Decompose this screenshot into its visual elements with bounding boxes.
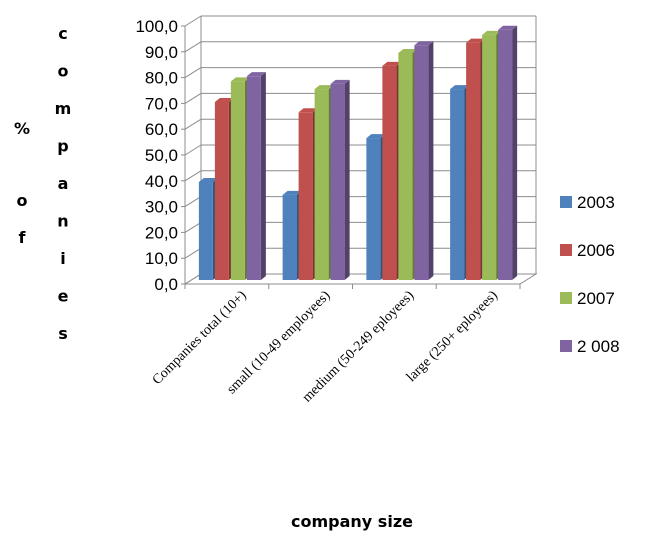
bar-top <box>330 79 350 84</box>
bar <box>498 25 518 280</box>
bar-top <box>450 85 470 90</box>
bar-front <box>366 138 381 280</box>
y-tick-label: 90,0 <box>145 43 178 62</box>
y-tick-labels: 0,0 10,0 20,0 30,0 40,0 50,0 60,0 70,0 80,0 90,0 1… <box>135 17 178 294</box>
bar-top <box>314 85 334 90</box>
y-tick-label: 30,0 <box>145 198 178 217</box>
legend: 2003 2006 2007 2 008 <box>560 193 620 356</box>
y-tick-label: 50,0 <box>145 146 178 165</box>
gridline-side <box>184 170 202 182</box>
y-axis-title-char: % <box>14 119 30 138</box>
y-tick-label: 80,0 <box>145 69 178 88</box>
gridline-side <box>184 15 202 27</box>
bar-top <box>214 97 234 102</box>
bar-top <box>398 48 418 53</box>
category-label: large (250+ eployees) <box>404 288 501 385</box>
y-tick-label: 60,0 <box>145 120 178 139</box>
bar-side <box>260 72 266 281</box>
category-labels: Companies total (10+)small (10-49 employ… <box>150 288 501 406</box>
legend-label: 2006 <box>577 241 615 260</box>
y-axis-title-char: e <box>58 287 69 306</box>
bar-front <box>198 181 213 280</box>
bar-top <box>498 25 518 30</box>
bar-front <box>330 83 345 280</box>
gridline-side <box>184 144 202 156</box>
bar-side <box>428 41 434 280</box>
bar-side <box>344 79 350 280</box>
bar-front <box>382 65 397 280</box>
y-axis-title-char: n <box>57 212 68 231</box>
bar-top <box>466 38 486 43</box>
y-axis-title-char: s <box>58 324 68 343</box>
axes <box>181 16 538 289</box>
legend-swatch <box>560 196 572 208</box>
y-axis-title-char: p <box>57 137 68 156</box>
y-tick-label: 70,0 <box>145 94 178 113</box>
legend-swatch <box>560 340 572 352</box>
y-tick-label: 10,0 <box>145 249 178 268</box>
bar-front <box>246 76 261 281</box>
bar-front <box>298 112 313 280</box>
gridline-side <box>184 118 202 130</box>
y-tick-label: 100,0 <box>135 17 178 36</box>
bar-top <box>282 190 302 195</box>
y-tick-label: 0,0 <box>154 275 178 294</box>
gridline-side <box>184 67 202 79</box>
bar-top <box>246 72 266 77</box>
bar-front <box>482 34 497 281</box>
bar-front <box>282 194 297 280</box>
bar-top <box>230 77 250 82</box>
bar-front <box>450 89 465 280</box>
bar-front <box>414 45 429 280</box>
gridline-side <box>184 221 202 233</box>
bar-front <box>498 29 513 280</box>
bar-front <box>214 101 229 280</box>
y-axis-title-char: m <box>55 99 72 118</box>
category-label: Companies total (10+) <box>150 288 250 388</box>
bar-top <box>382 61 402 66</box>
bar-front <box>314 89 329 280</box>
legend-label: 2 008 <box>577 337 620 356</box>
bar-top <box>482 30 502 35</box>
legend-swatch <box>560 244 572 256</box>
legend-swatch <box>560 292 572 304</box>
bars <box>198 25 518 281</box>
bar-top <box>366 134 386 139</box>
bar-top <box>414 41 434 46</box>
bar-front <box>230 81 245 280</box>
x-axis-title: company size <box>291 512 413 531</box>
gridline-side <box>184 196 202 208</box>
floor <box>183 273 538 285</box>
bar-front <box>398 52 413 281</box>
bar <box>246 72 266 281</box>
legend-label: 2003 <box>577 193 615 212</box>
gridline-side <box>184 41 202 53</box>
y-axis-title-char: c <box>58 24 67 43</box>
y-axis-title-char: o <box>58 62 69 81</box>
bar-side <box>512 25 518 280</box>
bar-front <box>466 42 481 280</box>
bar <box>414 41 434 280</box>
y-axis-title-char: f <box>19 228 27 247</box>
y-axis-title-char: o <box>17 191 28 210</box>
gridline-side <box>184 247 202 259</box>
y-axis-title-char: a <box>58 174 69 193</box>
y-tick-label: 40,0 <box>145 172 178 191</box>
bar-top <box>298 108 318 113</box>
bar <box>330 79 350 280</box>
y-axis-title-char: i <box>60 249 65 268</box>
bar-top <box>198 177 218 182</box>
y-tick-label: 20,0 <box>145 223 178 242</box>
legend-label: 2007 <box>577 289 615 308</box>
gridline-side <box>184 92 202 104</box>
